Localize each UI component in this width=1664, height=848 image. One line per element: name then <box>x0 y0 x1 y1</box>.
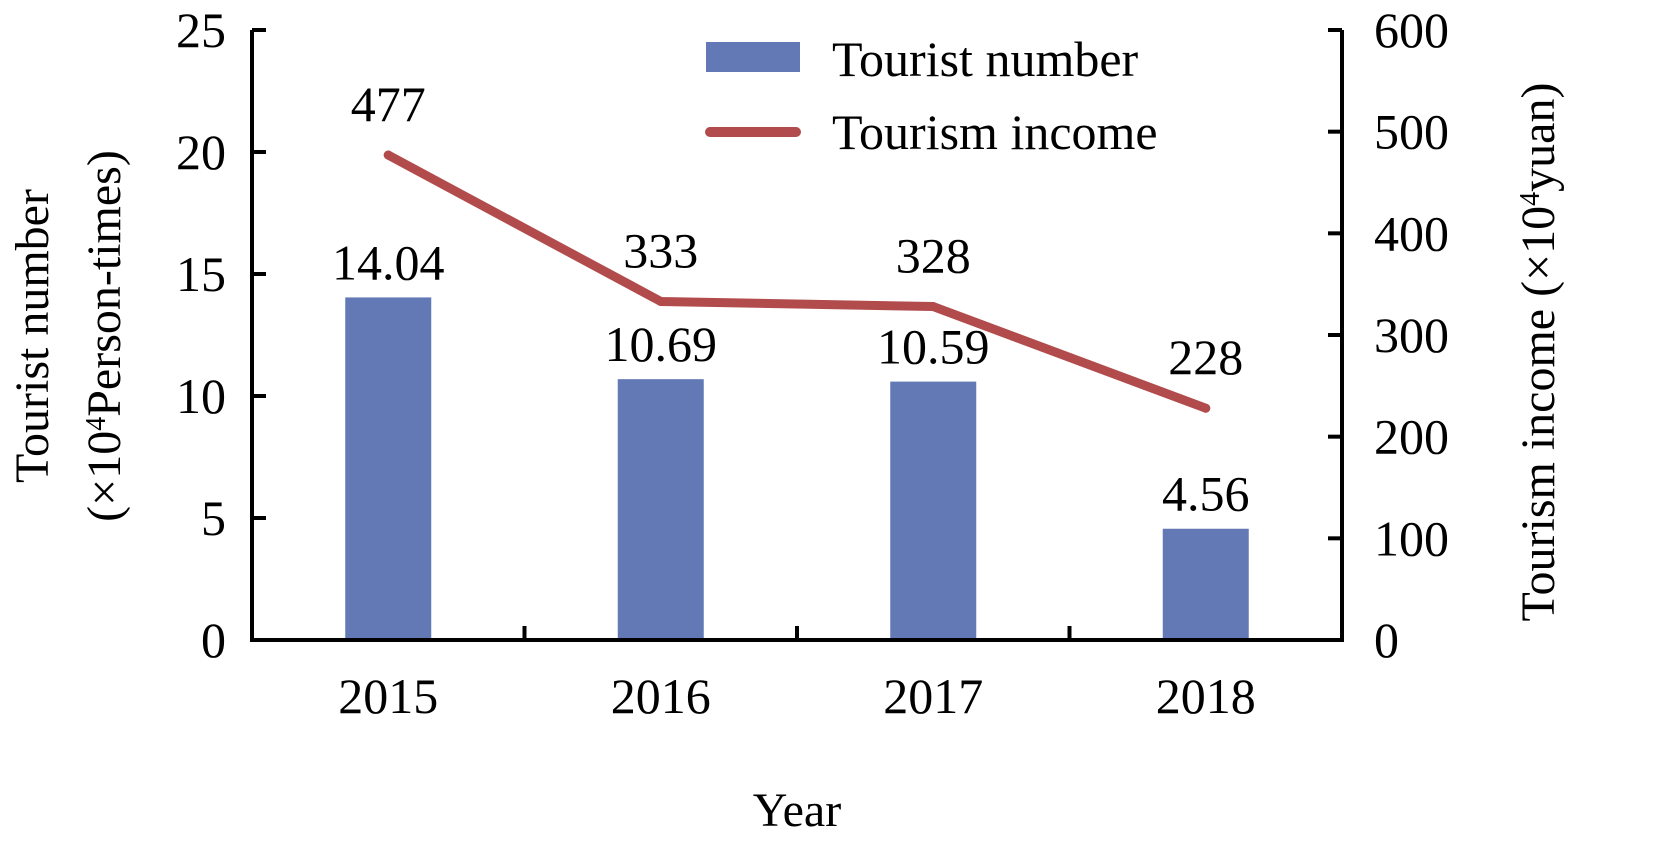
bar-2016 <box>617 379 704 640</box>
line-layer <box>383 150 1211 413</box>
right-y-tick-label: 500 <box>1374 104 1449 160</box>
legend-label-tourist-number: Tourist number <box>832 31 1139 87</box>
bar-data-label-2017: 10.59 <box>877 319 990 375</box>
legend-label-tourism-income: Tourism income <box>832 104 1158 160</box>
x-tick-label-2015: 2015 <box>338 668 438 724</box>
bar-data-label-2018: 4.56 <box>1162 466 1250 522</box>
left-y-tick-label: 25 <box>176 2 226 58</box>
left-y-tick-label: 10 <box>176 368 226 424</box>
tourism-income-point-2018 <box>1201 403 1211 413</box>
bar-2015 <box>345 297 432 640</box>
bar-data-label-2015: 14.04 <box>332 234 445 290</box>
x-axis-title: Year <box>753 784 841 837</box>
x-tick-label-2017: 2017 <box>883 668 983 724</box>
left-y-tick-label: 5 <box>201 490 226 546</box>
right-y-axis-title: Tourism income (×104yuan) <box>1512 83 1565 622</box>
left-y-tick-label: 20 <box>176 124 226 180</box>
line-data-label-2015: 477 <box>351 76 426 132</box>
bar-2018 <box>1162 528 1249 640</box>
left-y-ticks: 0 5 10 15 20 25 <box>176 2 266 668</box>
left-y-axis-title-line2: (×104Person-times) <box>78 150 131 522</box>
x-tick-label-2016: 2016 <box>611 668 711 724</box>
data-labels: 14.04 10.69 10.59 4.56 477 333 328 228 <box>332 76 1250 522</box>
x-tick-label-2018: 2018 <box>1156 668 1256 724</box>
right-y-tick-label: 0 <box>1374 612 1399 668</box>
legend: Tourist number Tourism income <box>705 31 1158 160</box>
x-ticks: 2015 2016 2017 2018 <box>338 626 1256 724</box>
left-y-tick-label: 0 <box>201 612 226 668</box>
right-y-tick-label: 400 <box>1374 205 1449 261</box>
tourism-income-point-2017 <box>928 302 938 312</box>
right-y-ticks: 0 100 200 300 400 500 600 <box>1328 2 1449 668</box>
tourism-income-line <box>383 150 1211 413</box>
legend-swatch-tourist-number <box>706 42 800 72</box>
left-y-axis-title-line1: Tourist number <box>6 189 59 483</box>
left-y-axis-title: Tourist number (×104Person-times) <box>6 150 131 522</box>
tourism-income-point-2015 <box>383 150 393 160</box>
bar-data-label-2016: 10.69 <box>605 316 718 372</box>
tourism-income-point-2016 <box>656 296 666 306</box>
right-y-axis-title-text: Tourism income (×104yuan) <box>1512 83 1565 622</box>
right-y-tick-label: 600 <box>1374 2 1449 58</box>
line-data-label-2018: 228 <box>1168 329 1243 385</box>
bar-2017 <box>890 381 977 640</box>
right-y-tick-label: 300 <box>1374 307 1449 363</box>
left-y-tick-label: 15 <box>176 246 226 302</box>
line-data-label-2017: 328 <box>896 228 971 284</box>
bar-layer <box>345 297 1249 640</box>
right-y-tick-label: 100 <box>1374 510 1449 566</box>
right-y-tick-label: 200 <box>1374 409 1449 465</box>
line-data-label-2016: 333 <box>623 222 698 278</box>
